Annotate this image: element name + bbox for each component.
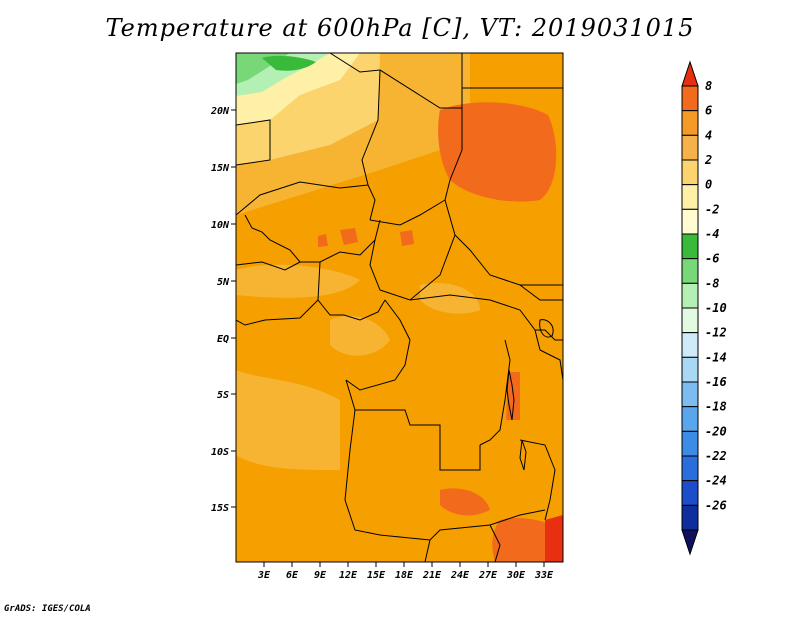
lon-label-24e: 24E (450, 570, 470, 581)
colorbar-label: -4 (705, 227, 719, 241)
lon-label-21e: 21E (422, 570, 442, 581)
hot-spot-2 (400, 230, 414, 246)
lat-label-5n: 5N (217, 277, 230, 288)
colorbar-cell (681, 307, 699, 334)
colorbar-label: -10 (705, 301, 727, 315)
colorbar-labels: 8 6 4 2 0 -2 -4 -6 -8 -10 -12 -14 -16 -18 -20 -22 -24 -26 (704, 79, 727, 512)
colorbar-cell (681, 332, 699, 358)
lake-malawi (519, 439, 527, 471)
colorbar-cell (681, 455, 699, 482)
colorbar-cell (681, 356, 699, 383)
warm-patch-west (236, 264, 360, 298)
colorbar-label: 6 (705, 104, 712, 118)
colorbar-cell (681, 282, 699, 309)
colorbar-cell (681, 85, 699, 112)
region-minus6-core (262, 55, 316, 71)
colorbar-cell (681, 480, 699, 506)
warm-patch-sw (236, 370, 340, 470)
lat-label-10s: 10S (211, 447, 229, 458)
lake-victoria (539, 319, 554, 338)
lat-label-15n: 15N (211, 163, 230, 174)
colorbar-cell (681, 504, 699, 531)
colorbar-label: -6 (705, 252, 719, 266)
colorbar-label: -2 (705, 202, 719, 216)
hot-spot-south (440, 488, 490, 516)
lake-tanganyika (506, 369, 515, 421)
lat-label-5s: 5S (217, 390, 229, 401)
colorbar-cell (681, 406, 699, 432)
hottest-spot-se (545, 515, 563, 562)
colorbar-label: -18 (705, 400, 727, 414)
colorbar-label: -16 (705, 375, 727, 389)
colorbar: 8 6 4 2 0 -2 -4 -6 -8 -10 -12 -14 -16 -18 -20 -22 -24 -26 (681, 60, 727, 556)
latitude-axis: 20N 15N 10N 5N EQ 5S 10S 15S (210, 106, 236, 514)
lat-label-eq: EQ (217, 334, 229, 345)
colorbar-cell (681, 134, 699, 161)
colorbar-top-arrow (681, 60, 699, 87)
credit-label: GrADS: IGES/COLA (4, 604, 91, 614)
map-frame (235, 52, 564, 563)
lon-label-6e: 6E (286, 570, 299, 581)
colorbar-cell (681, 381, 699, 408)
colorbar-label: -24 (705, 474, 727, 488)
lon-label-27e: 27E (478, 570, 498, 581)
colorbar-cells (681, 85, 699, 531)
colorbar-cell (681, 159, 699, 186)
colorbar-label: -20 (705, 424, 727, 438)
hot-spot-3 (318, 234, 328, 247)
colorbar-label: -12 (705, 326, 727, 340)
lon-label-18e: 18E (395, 570, 414, 581)
chart-title: Temperature at 600hPa [C], VT: 201903101… (105, 14, 695, 42)
colorbar-cell (681, 258, 699, 284)
colorbar-label: -14 (705, 350, 727, 364)
lat-label-10n: 10N (211, 220, 230, 231)
colorbar-cell (681, 208, 699, 235)
lon-label-30e: 30E (506, 570, 526, 581)
colorbar-bottom-arrow (681, 529, 699, 556)
colorbar-label: 4 (705, 128, 712, 142)
lon-label-3e: 3E (257, 570, 271, 581)
colorbar-label: -22 (705, 449, 727, 463)
hot-region-ne (438, 102, 557, 202)
colorbar-label: 2 (704, 153, 712, 167)
colorbar-cell (681, 184, 699, 210)
colorbar-label: 0 (705, 178, 712, 192)
hot-spot-1 (340, 228, 358, 245)
lon-label-9e: 9E (314, 570, 327, 581)
colorbar-label: -8 (705, 276, 719, 290)
lat-label-15s: 15S (211, 503, 229, 514)
lon-label-12e: 12E (339, 570, 358, 581)
colorbar-cell (681, 233, 699, 260)
lon-label-15e: 15E (367, 570, 386, 581)
country-borders (236, 53, 563, 562)
longitude-axis: 3E 6E 9E 12E 15E 18E 21E 24E 27E 30E 33E (257, 562, 554, 581)
warm-patch-east (420, 282, 480, 314)
colorbar-cell (681, 430, 699, 457)
colorbar-cell (681, 110, 699, 136)
temperature-field (236, 53, 563, 562)
lon-label-33e: 33E (534, 570, 554, 581)
lakes (506, 319, 554, 471)
colorbar-label: 8 (705, 79, 712, 93)
warm-patch-center (330, 315, 390, 356)
lat-label-20n: 20N (210, 106, 230, 117)
colorbar-label: -26 (705, 498, 727, 512)
